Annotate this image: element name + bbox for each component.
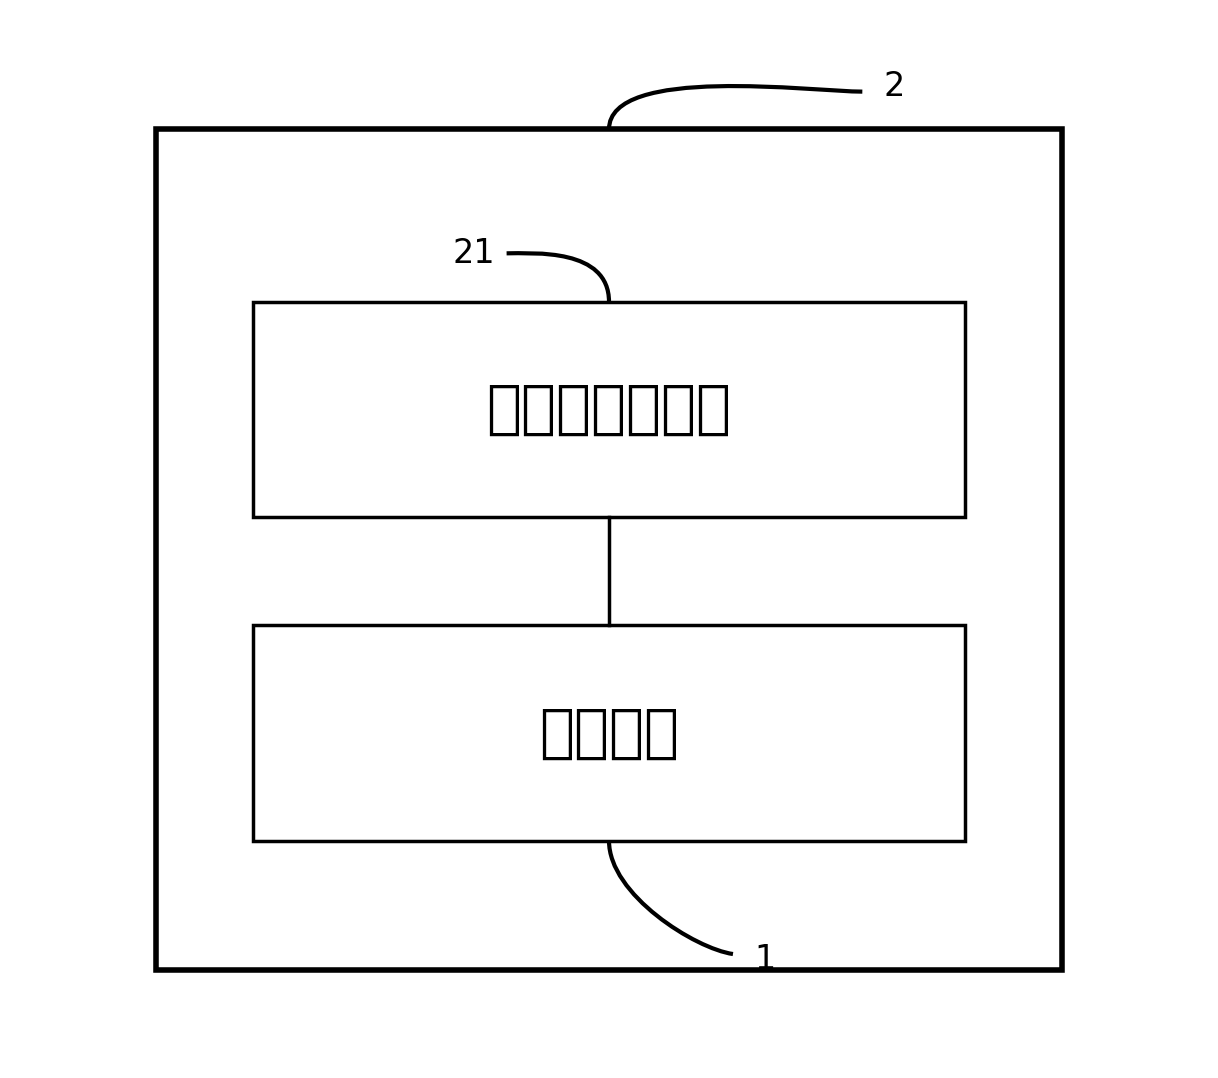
Bar <box>156 129 1062 970</box>
Text: 控制单元: 控制单元 <box>540 705 678 761</box>
Text: 2: 2 <box>884 70 905 102</box>
Text: 三维激光扫描仪: 三维激光扫描仪 <box>486 382 732 438</box>
Bar <box>253 302 965 517</box>
Text: 1: 1 <box>755 943 776 976</box>
Bar <box>253 625 965 841</box>
Text: 21: 21 <box>453 237 496 270</box>
